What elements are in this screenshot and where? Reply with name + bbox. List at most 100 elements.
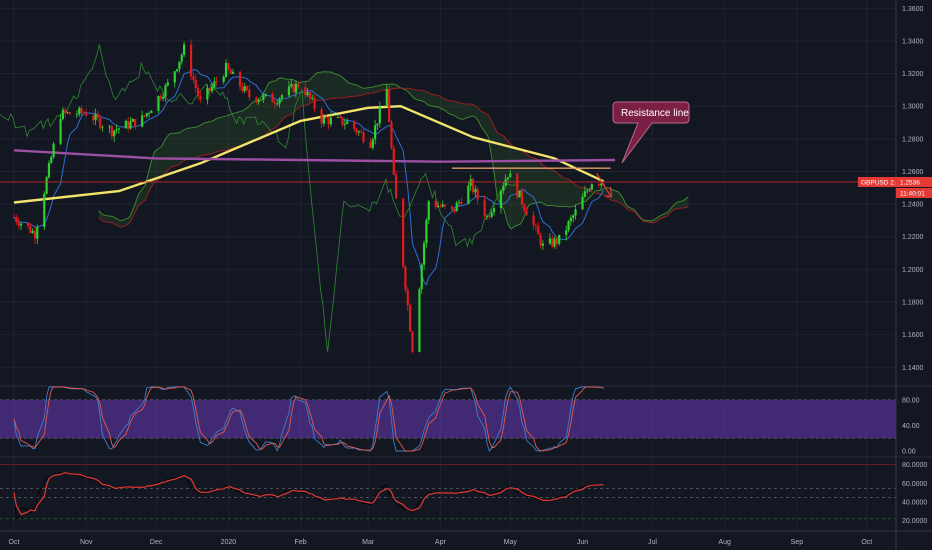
candle-body xyxy=(68,112,72,115)
candle-body xyxy=(395,174,398,199)
time-tick-label: May xyxy=(504,539,518,546)
candles xyxy=(12,39,605,354)
stochastic-line xyxy=(13,386,604,452)
countdown-label: 11:40:01 xyxy=(900,191,925,198)
candle-body xyxy=(248,89,251,98)
tenkan-line xyxy=(13,68,604,286)
candle-body xyxy=(124,120,127,129)
candle-body xyxy=(523,204,526,211)
candle-body xyxy=(61,109,65,120)
rsi-tick-label: 80.0000 xyxy=(902,462,927,469)
candle-body xyxy=(588,189,591,191)
candle-body xyxy=(474,189,477,193)
candle-body xyxy=(506,177,510,180)
span-b-line xyxy=(98,87,689,228)
candle-body xyxy=(581,196,584,210)
candle-body xyxy=(99,118,102,128)
candle-body xyxy=(586,190,589,192)
stochastic-tick-label: 40.00 xyxy=(902,423,920,430)
candle-body xyxy=(558,234,561,244)
candle-body xyxy=(92,115,95,121)
candle-body xyxy=(583,191,586,197)
candle-body xyxy=(178,61,181,70)
candle-body xyxy=(52,143,55,158)
candle-body xyxy=(108,126,111,128)
cloud-fill xyxy=(98,71,689,230)
stochastic-axis: 80.00 40.00 0.00 xyxy=(902,397,920,455)
candle-body xyxy=(471,179,475,193)
candle-body xyxy=(141,115,144,127)
candle-body xyxy=(173,71,176,83)
candle-body xyxy=(238,71,242,87)
candle-body xyxy=(157,96,160,111)
symbol-price-tag-text: GBPUSD 2.005 xyxy=(861,180,907,187)
candle-body xyxy=(64,109,67,113)
candle-body xyxy=(311,98,314,99)
price-tick-label: 1.2600 xyxy=(902,169,924,176)
candle-body xyxy=(115,129,118,131)
candle-body xyxy=(490,212,493,217)
candle-body xyxy=(222,76,225,82)
candle-body xyxy=(127,120,130,129)
candle-body xyxy=(469,179,472,186)
candle-body xyxy=(353,121,356,129)
candle-body xyxy=(455,202,458,212)
last-price-tag xyxy=(896,177,932,187)
candle-body xyxy=(210,86,214,92)
time-tick-label: Apr xyxy=(435,539,447,546)
price-tick-label: 1.3400 xyxy=(902,38,924,45)
rsi-tick-label: 20.0000 xyxy=(902,518,927,525)
price-tick-label: 1.1600 xyxy=(902,332,924,339)
candle-body xyxy=(297,83,300,88)
candle-body xyxy=(420,264,423,290)
candle-body xyxy=(213,81,216,87)
candle-body xyxy=(504,179,507,186)
resistance-callout: Resistance line xyxy=(612,101,690,164)
price-tags: GBPUSD 2.005 1.2536 11:40:01 xyxy=(858,177,932,198)
candle-body xyxy=(336,117,339,118)
candle-body xyxy=(539,234,542,246)
candle-body xyxy=(425,219,428,244)
candle-body xyxy=(341,117,344,125)
candle-body xyxy=(166,82,169,86)
candle-body xyxy=(273,102,277,104)
candle-body xyxy=(196,88,200,97)
candle-body xyxy=(467,185,470,204)
candle-body xyxy=(278,98,281,104)
candle-body xyxy=(422,243,426,265)
candle-body xyxy=(597,184,600,186)
candle-body xyxy=(402,198,405,267)
candle-body xyxy=(31,230,34,233)
candle-body xyxy=(443,204,447,207)
candle-body xyxy=(224,63,228,77)
candle-body xyxy=(208,87,211,92)
symbol-price-tag xyxy=(858,177,896,187)
candle-body xyxy=(110,126,113,137)
candle-body xyxy=(509,173,512,178)
candle-body xyxy=(150,110,153,113)
candle-body xyxy=(43,193,46,227)
candle-body xyxy=(231,71,235,74)
stochastic-tick-label: 80.00 xyxy=(902,397,920,404)
time-axis: Oct Nov Dec 2020 Feb Mar Apr May Jun Jul Aug Sep Oct xyxy=(9,539,873,546)
candle-body xyxy=(189,44,193,77)
candle-body xyxy=(590,184,593,190)
candle-body xyxy=(427,201,430,220)
candle-body xyxy=(476,189,479,200)
candle-body xyxy=(192,76,195,80)
rsi-tick-label: 60.0000 xyxy=(902,481,927,488)
rsi-line xyxy=(13,472,604,516)
candle-body xyxy=(85,113,88,116)
candle-body xyxy=(199,96,202,100)
rsi-axis: 80.0000 60.0000 40.0000 20.0000 xyxy=(902,462,927,525)
callout-bubble xyxy=(612,101,690,164)
candle-body xyxy=(534,225,538,227)
time-tick-label: Mar xyxy=(362,539,375,546)
candle-body xyxy=(329,117,332,125)
price-tick-label: 1.2400 xyxy=(902,202,924,209)
candle-body xyxy=(47,162,51,178)
candle-body xyxy=(525,210,528,216)
